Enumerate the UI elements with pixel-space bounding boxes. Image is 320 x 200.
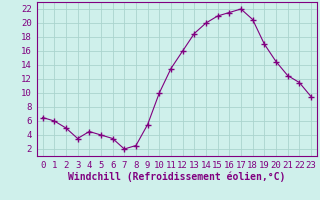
- X-axis label: Windchill (Refroidissement éolien,°C): Windchill (Refroidissement éolien,°C): [68, 171, 285, 182]
